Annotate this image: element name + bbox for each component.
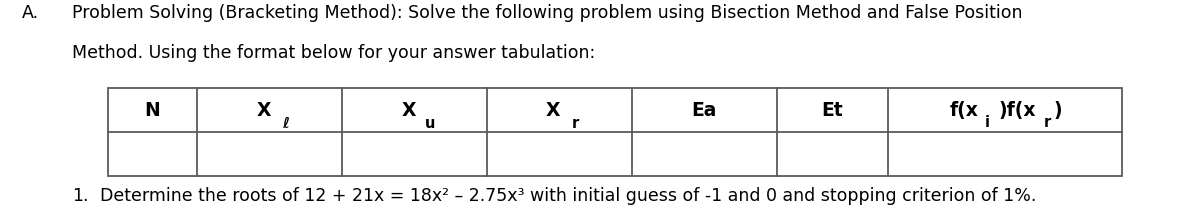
- Text: ℓ: ℓ: [282, 116, 289, 131]
- Bar: [108, 88, 1122, 176]
- Text: Determine the roots of 12 + 21x = 18x² – 2.75x³ with initial guess of -1 and 0 a: Determine the roots of 12 + 21x = 18x² –…: [100, 187, 1036, 205]
- Text: X: X: [257, 101, 271, 119]
- Text: X: X: [401, 101, 415, 119]
- Text: X: X: [546, 101, 560, 119]
- Text: )f(x: )f(x: [998, 101, 1036, 119]
- Text: u: u: [425, 116, 436, 131]
- Text: f(x: f(x: [949, 101, 979, 119]
- Text: 1.: 1.: [72, 187, 89, 205]
- Text: Method. Using the format below for your answer tabulation:: Method. Using the format below for your …: [72, 44, 595, 62]
- Text: r: r: [1043, 115, 1051, 130]
- Text: Et: Et: [822, 101, 844, 119]
- Text: A.: A.: [22, 4, 38, 22]
- Text: ): ): [1054, 101, 1062, 119]
- Text: Problem Solving (Bracketing Method): Solve the following problem using Bisection: Problem Solving (Bracketing Method): Sol…: [72, 4, 1022, 22]
- Text: r: r: [571, 116, 578, 131]
- Text: Ea: Ea: [691, 101, 716, 119]
- Text: i: i: [984, 115, 990, 130]
- Text: N: N: [145, 101, 161, 119]
